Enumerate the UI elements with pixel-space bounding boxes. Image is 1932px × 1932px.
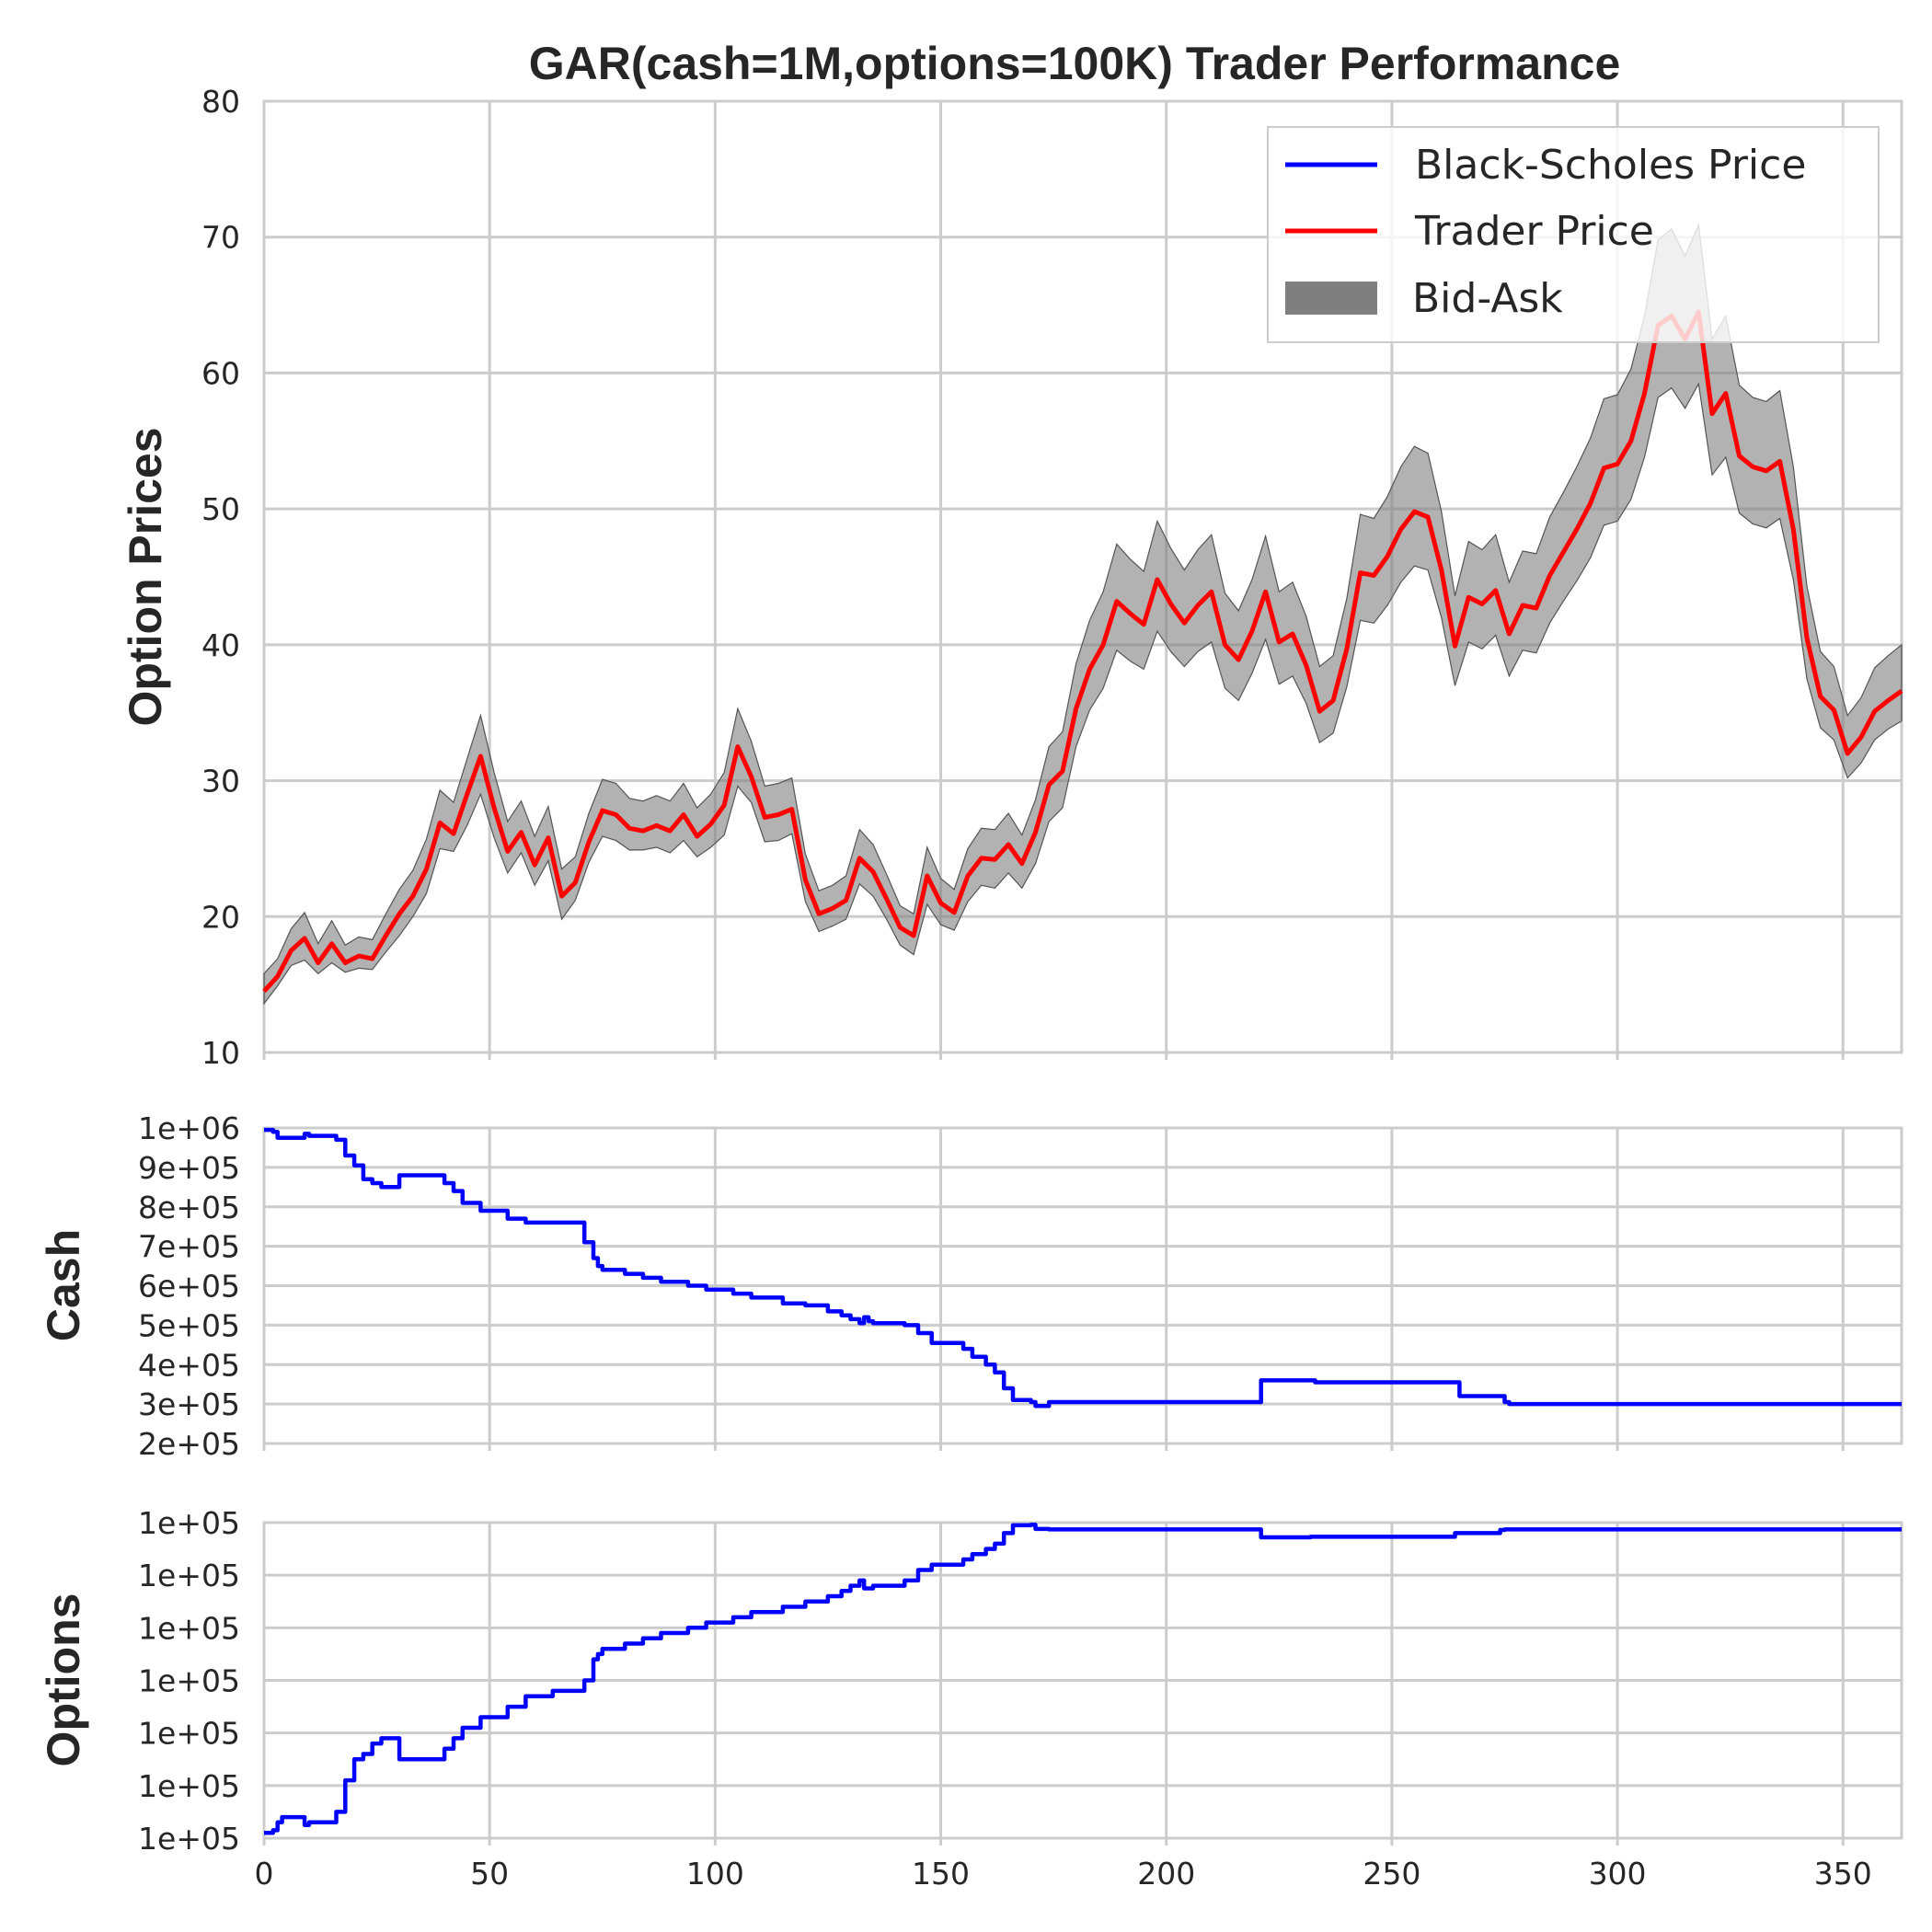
y-tick-label: 1e+06 <box>138 1110 240 1146</box>
options-axis-label: Options <box>38 1593 89 1767</box>
options-lines <box>264 1523 1902 1835</box>
x-tick-label: 150 <box>912 1856 970 1892</box>
y-tick-label: 7e+05 <box>138 1229 240 1265</box>
legend-label-bid-ask: Bid-Ask <box>1412 275 1563 322</box>
cash-axis-label: Cash <box>38 1229 89 1341</box>
y-tick-label: 1e+05 <box>138 1821 240 1857</box>
legend-label-trader: Trader Price <box>1414 208 1654 255</box>
y-tick-label: 6e+05 <box>138 1269 240 1305</box>
options-panel: 1e+05 1e+05 1e+05 1e+05 1e+05 1e+05 1e+05 Opti… <box>38 1505 1903 1892</box>
option-prices-axis-label: Option Prices <box>120 427 171 726</box>
y-tick-label: 1e+05 <box>138 1505 240 1541</box>
x-tick-label: 200 <box>1137 1856 1195 1892</box>
chart-title: GAR(cash=1M,options=100K) Trader Perform… <box>529 38 1621 89</box>
option-prices-y-ticks: 10 20 30 40 50 60 70 80 <box>201 84 240 1071</box>
x-tick-label: 300 <box>1589 1856 1647 1892</box>
option-prices-panel: 10 20 30 40 50 60 70 80 Option Prices Black-Sch… <box>120 84 1903 1071</box>
legend: Black-Scholes Price Trader Price Bid-Ask <box>1267 126 1880 343</box>
y-tick-label: 70 <box>201 220 240 256</box>
y-tick-label: 5e+05 <box>138 1307 240 1343</box>
x-tick-label: 100 <box>686 1856 744 1892</box>
y-tick-label: 80 <box>201 84 240 120</box>
y-tick-label: 1e+05 <box>138 1663 240 1699</box>
legend-label-black-scholes: Black-Scholes Price <box>1415 142 1806 189</box>
x-tick-label: 350 <box>1814 1856 1872 1892</box>
bid-ask-band <box>263 223 1903 1006</box>
y-tick-label: 60 <box>201 355 240 391</box>
options-y-ticks: 1e+05 1e+05 1e+05 1e+05 1e+05 1e+05 1e+05 <box>138 1505 240 1857</box>
y-tick-label: 9e+05 <box>138 1150 240 1186</box>
cash-line <box>264 1127 1902 1409</box>
y-tick-label: 2e+05 <box>138 1426 240 1462</box>
y-tick-label: 40 <box>201 627 240 663</box>
option-prices-lines <box>262 309 1903 994</box>
trader-price-line <box>262 309 1903 994</box>
y-tick-label: 30 <box>201 764 240 799</box>
y-tick-label: 1e+05 <box>138 1716 240 1752</box>
cash-lines <box>264 1127 1902 1409</box>
x-axis-ticks: 0 50 100 150 200 250 300 350 <box>255 1856 1872 1892</box>
y-tick-label: 1e+05 <box>138 1558 240 1593</box>
options-grid <box>262 1523 1902 1846</box>
y-tick-label: 4e+05 <box>138 1347 240 1383</box>
legend-swatch-bid-ask <box>1285 282 1377 315</box>
x-tick-label: 50 <box>470 1856 509 1892</box>
y-tick-label: 50 <box>201 491 240 527</box>
y-tick-label: 10 <box>201 1035 240 1071</box>
options-line <box>264 1523 1902 1835</box>
y-tick-label: 1e+05 <box>138 1768 240 1804</box>
x-tick-label: 250 <box>1363 1856 1420 1892</box>
y-tick-label: 8e+05 <box>138 1190 240 1225</box>
y-tick-label: 3e+05 <box>138 1386 240 1422</box>
y-tick-label: 20 <box>201 899 240 935</box>
x-tick-label: 0 <box>255 1856 274 1892</box>
y-tick-label: 1e+05 <box>138 1610 240 1646</box>
bid-ask-band-layer <box>263 223 1903 1006</box>
